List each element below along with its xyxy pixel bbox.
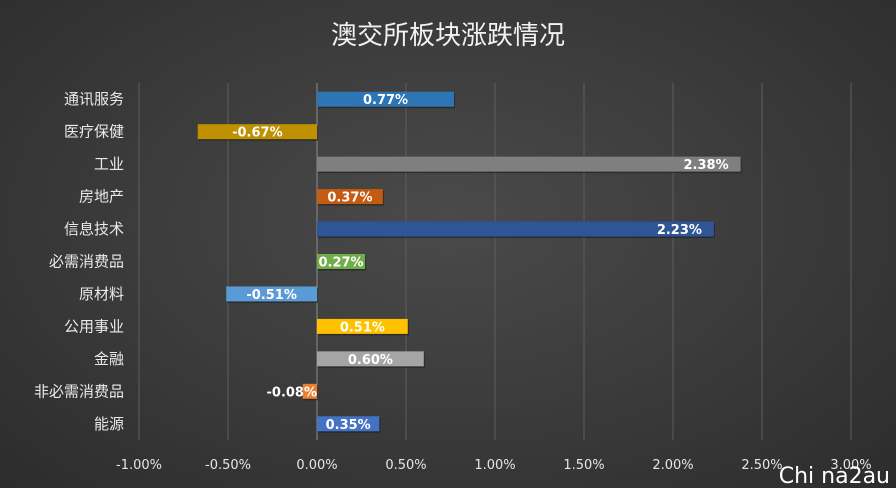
category-label: 原材料 bbox=[79, 285, 124, 303]
data-label: 0.35% bbox=[326, 418, 371, 433]
bar bbox=[197, 124, 317, 140]
x-axis-ticks: -1.00% -0.50% 0.00% 0.50% 1.00% 1.50% 2.00% 2.5… bbox=[116, 458, 872, 473]
bar bbox=[317, 221, 714, 237]
chart-title: 澳交所板块涨跌情况 bbox=[331, 21, 565, 51]
category-label: 必需消费品 bbox=[49, 253, 124, 271]
gridlines bbox=[138, 83, 852, 440]
bars: 0.77% -0.67% 2.38% 0.37% 2.23% 0.27% -0.51% 0.5… bbox=[197, 91, 742, 433]
bar bbox=[317, 91, 455, 107]
data-label: 0.27% bbox=[318, 256, 363, 271]
watermark: Chi na2au bbox=[779, 464, 890, 488]
data-label: -0.51% bbox=[246, 288, 297, 303]
bar bbox=[317, 416, 380, 432]
data-label: 0.77% bbox=[363, 93, 408, 108]
bar bbox=[317, 318, 408, 334]
bar bbox=[302, 383, 317, 399]
x-tick-label: -1.00% bbox=[116, 458, 162, 473]
data-label: -0.67% bbox=[232, 126, 283, 141]
category-label: 房地产 bbox=[79, 188, 124, 206]
x-tick-label: 1.50% bbox=[563, 458, 604, 473]
x-tick-label: -0.50% bbox=[205, 458, 251, 473]
x-tick-label: 3.00% bbox=[830, 458, 871, 473]
x-tick-label: 2.00% bbox=[652, 458, 693, 473]
bar bbox=[317, 351, 424, 367]
x-tick-label: 1.00% bbox=[474, 458, 515, 473]
data-label: 0.37% bbox=[327, 191, 372, 206]
bar bbox=[317, 254, 366, 269]
category-label: 工业 bbox=[94, 155, 124, 173]
bar bbox=[317, 189, 383, 205]
data-label: 0.60% bbox=[348, 353, 393, 368]
data-label: 0.51% bbox=[340, 320, 385, 335]
bar bbox=[317, 156, 741, 172]
category-label: 金融 bbox=[94, 350, 124, 368]
category-label: 通讯服务 bbox=[64, 90, 124, 108]
x-tick-label: 2.50% bbox=[741, 458, 782, 473]
data-label: 2.38% bbox=[684, 158, 729, 173]
x-tick-label: 0.00% bbox=[296, 458, 337, 473]
bar bbox=[226, 286, 317, 302]
category-label: 公用事业 bbox=[64, 317, 124, 335]
category-label: 能源 bbox=[94, 415, 124, 433]
data-label: 2.23% bbox=[657, 223, 702, 238]
x-tick-label: 0.50% bbox=[385, 458, 426, 473]
data-label: -0.08% bbox=[267, 385, 318, 400]
category-label: 非必需消费品 bbox=[34, 382, 124, 400]
category-label: 信息技术 bbox=[64, 220, 124, 238]
category-label: 医疗保健 bbox=[64, 123, 124, 141]
